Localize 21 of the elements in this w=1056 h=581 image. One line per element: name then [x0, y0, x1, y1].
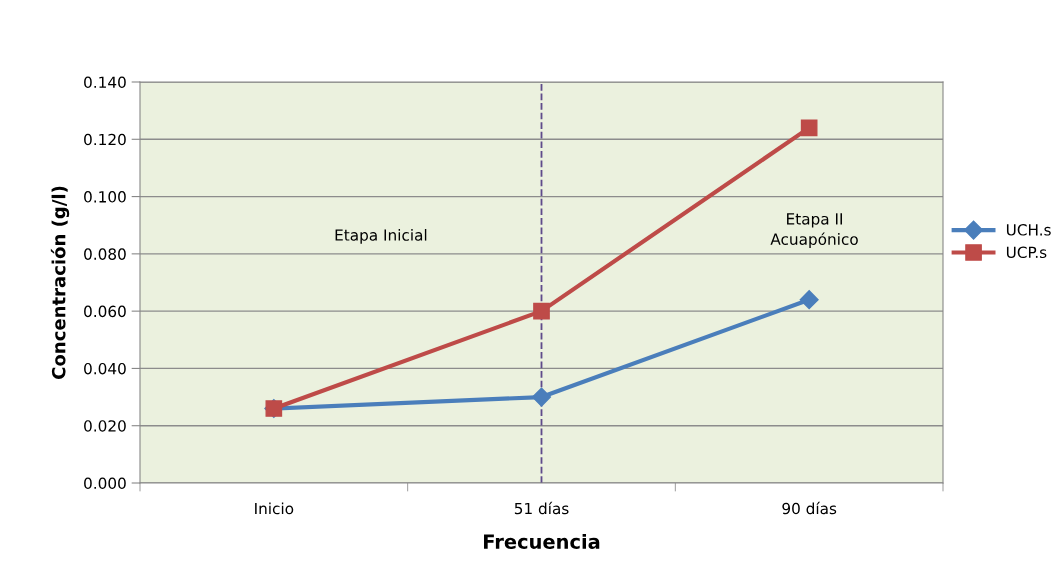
point	[533, 302, 550, 320]
y-tick-label: 0.060	[84, 305, 126, 318]
annotation: Etapa Inicial	[335, 228, 427, 244]
legend-label: UCP.s	[1006, 246, 1047, 259]
x-axis-title: Frecuencia	[484, 533, 600, 549]
point	[799, 290, 819, 310]
point	[531, 387, 552, 407]
y-tick-label: 0.120	[84, 133, 126, 146]
x-tick-label: 51 días	[514, 501, 569, 515]
x-tick-label: 90 días	[782, 501, 837, 515]
y-tick-label: 0.020	[84, 420, 126, 432]
legend-label: UCH.s	[1006, 224, 1051, 236]
y-tick-label: 0.140	[84, 76, 126, 89]
y-tick-label: 0.000	[84, 477, 126, 490]
y-axis-title: Concentración (g/l)	[50, 186, 70, 379]
y-tick-label: 0.100	[84, 191, 126, 203]
annotation: Etapa II Acuapónico	[770, 213, 858, 248]
x-tick-label: Inicio	[255, 502, 294, 515]
y-tick-label: 0.040	[84, 362, 126, 375]
point	[800, 119, 818, 137]
y-tick-label: 0.080	[84, 248, 126, 260]
